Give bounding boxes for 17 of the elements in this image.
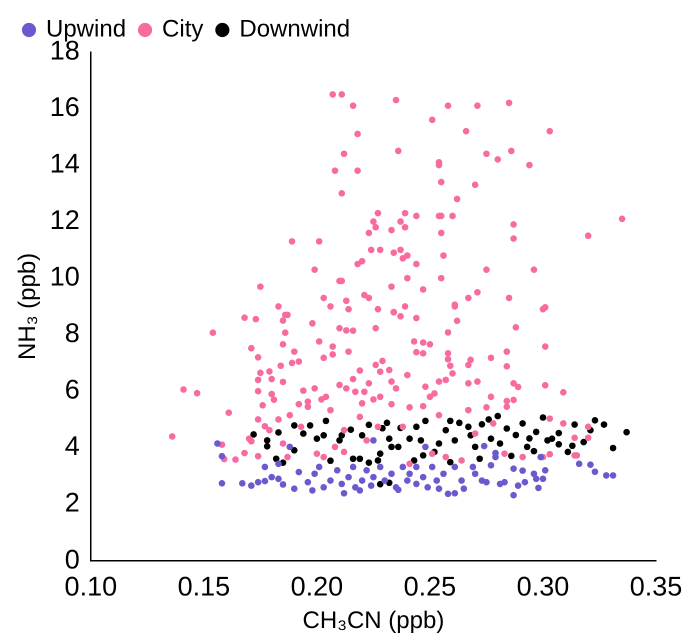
legend-label: Downwind — [239, 16, 350, 43]
y-tick-label: 4 — [64, 431, 80, 462]
x-tick-label: 0.35 — [630, 571, 682, 602]
y-axis-title: NH₃ (ppb) — [14, 252, 42, 360]
y-tick-label: 10 — [50, 262, 80, 292]
y-tick-label: 8 — [64, 318, 80, 348]
x-tick-label: 0.25 — [404, 571, 456, 602]
x-axis-title: CH₃CN (ppb) — [302, 607, 444, 634]
x-tick-label: 0.20 — [290, 571, 344, 602]
x-tick-label: 0.15 — [178, 571, 230, 602]
y-tick-label: 6 — [64, 374, 80, 405]
y-tick-label: 14 — [50, 148, 80, 179]
y-tick-label: 12 — [50, 205, 80, 236]
x-tick-label: 0.30 — [516, 571, 570, 602]
y-tick-label: 16 — [50, 92, 80, 122]
y-tick-label: 2 — [64, 488, 80, 518]
legend-label: City — [162, 16, 204, 43]
